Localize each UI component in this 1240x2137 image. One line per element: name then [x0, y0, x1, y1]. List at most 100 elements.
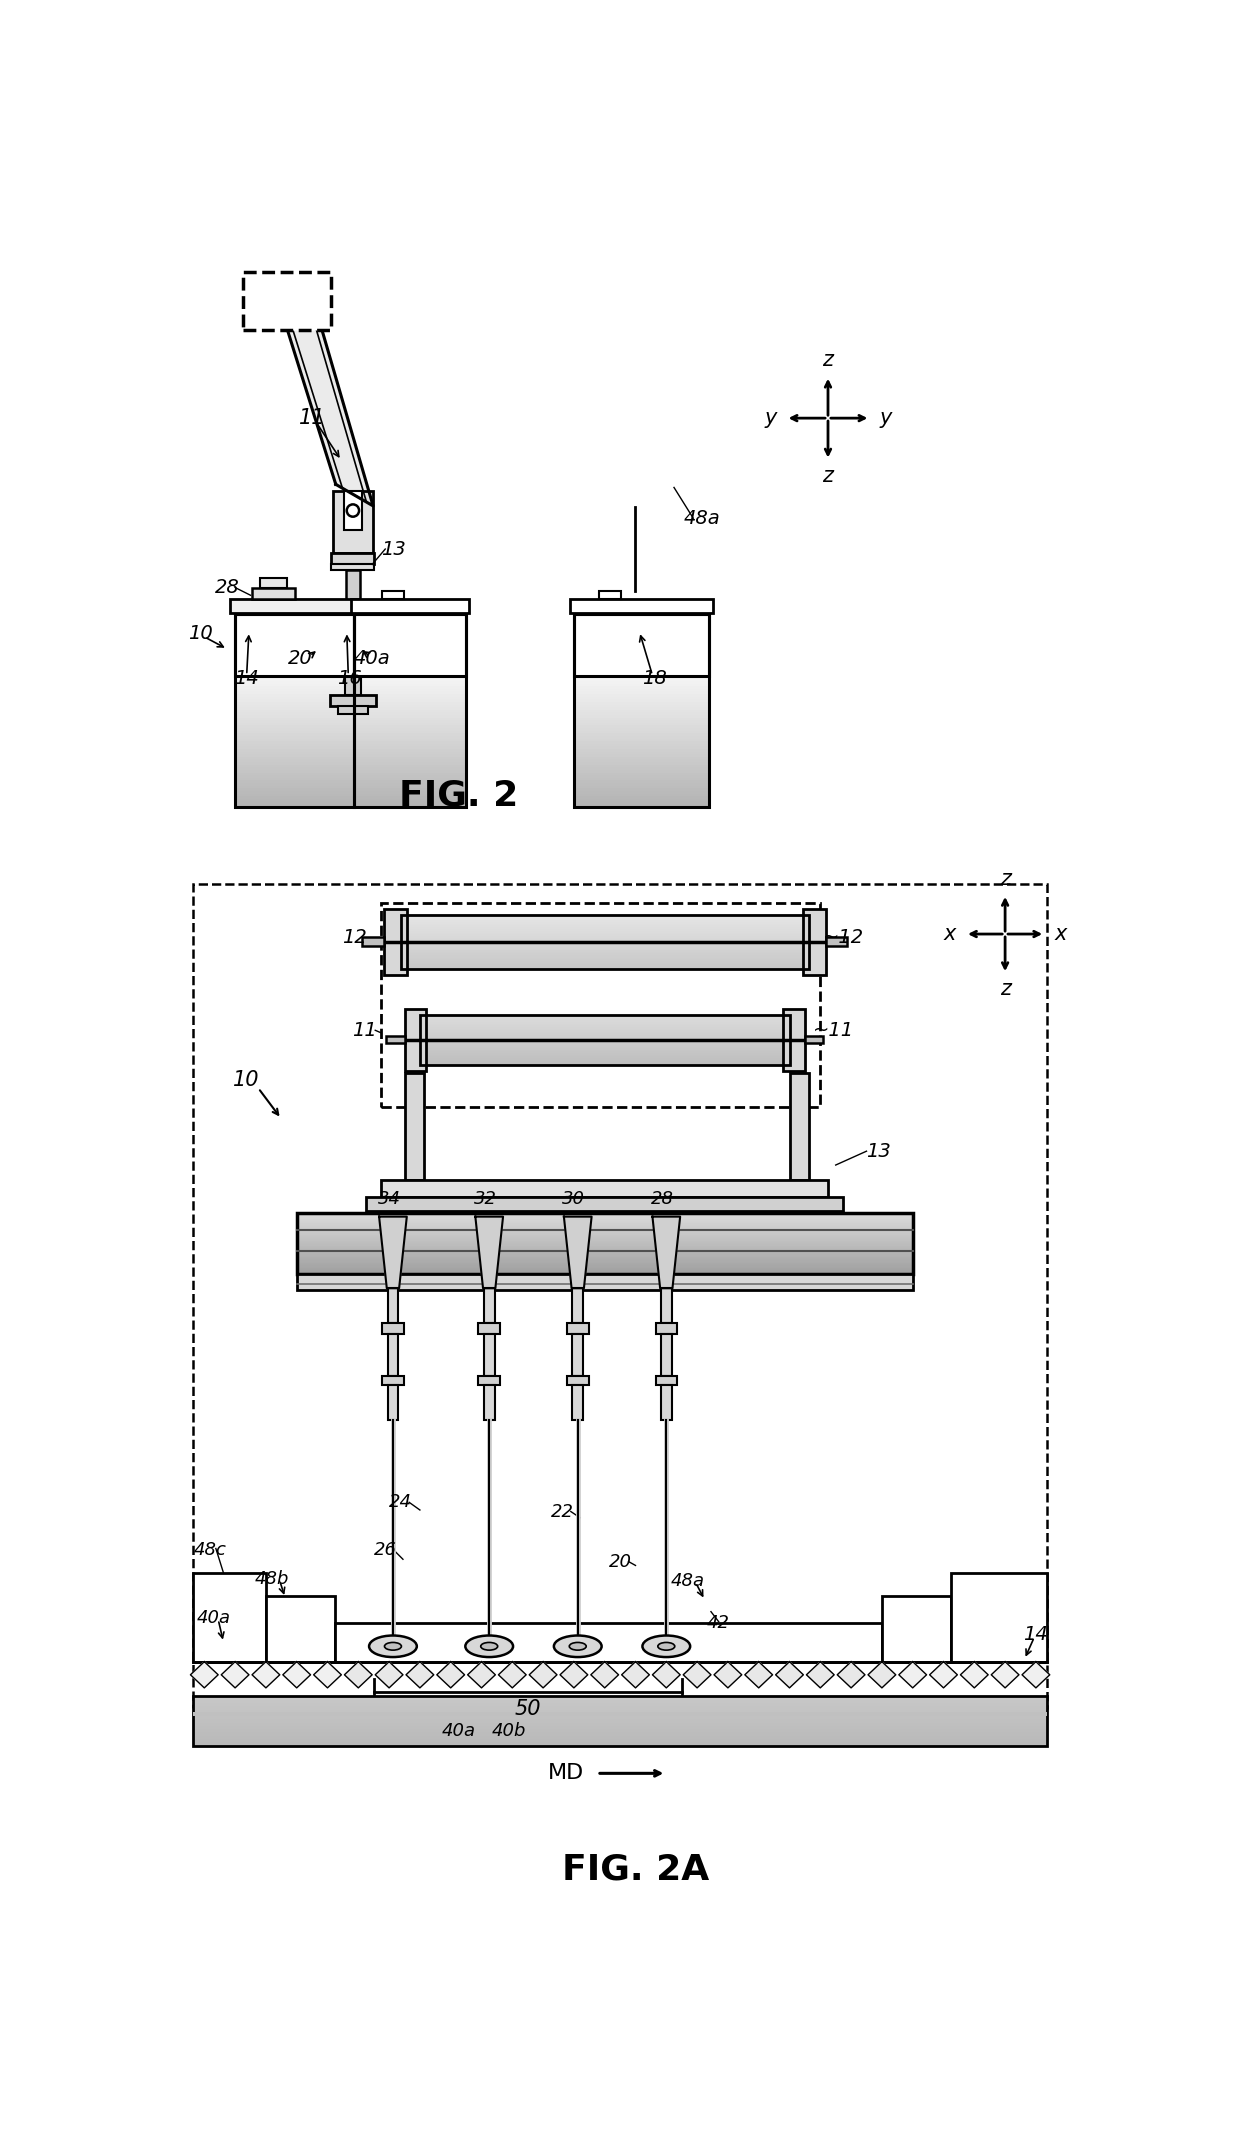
- Bar: [236, 748, 355, 752]
- Bar: [355, 677, 466, 682]
- Text: 10: 10: [233, 1071, 260, 1090]
- Text: ~11: ~11: [813, 1021, 854, 1041]
- Bar: [574, 742, 708, 744]
- Text: 28: 28: [651, 1190, 675, 1207]
- Bar: [236, 759, 355, 763]
- Bar: [236, 797, 355, 799]
- Text: 10: 10: [188, 624, 213, 643]
- Bar: [570, 598, 713, 613]
- Bar: [296, 1214, 913, 1274]
- Bar: [236, 767, 355, 769]
- Bar: [574, 780, 708, 784]
- Bar: [236, 746, 355, 750]
- Bar: [236, 724, 355, 729]
- Bar: [574, 769, 708, 774]
- Ellipse shape: [569, 1643, 587, 1650]
- Bar: [382, 1180, 828, 1197]
- Text: 40a: 40a: [353, 650, 391, 669]
- Bar: [236, 778, 355, 780]
- Polygon shape: [776, 1663, 804, 1688]
- Bar: [236, 692, 355, 695]
- Bar: [355, 686, 466, 688]
- Bar: [355, 791, 466, 795]
- Text: 13: 13: [866, 1141, 890, 1160]
- Bar: [661, 1385, 672, 1419]
- Polygon shape: [252, 1663, 280, 1688]
- Bar: [382, 1323, 404, 1333]
- Bar: [265, 1596, 335, 1663]
- Polygon shape: [683, 1663, 711, 1688]
- Bar: [355, 744, 466, 746]
- Bar: [355, 804, 466, 808]
- Bar: [574, 786, 708, 789]
- Circle shape: [347, 504, 360, 517]
- Polygon shape: [564, 1216, 591, 1289]
- Bar: [331, 648, 374, 665]
- Bar: [355, 712, 466, 716]
- Bar: [355, 793, 466, 797]
- Bar: [192, 1697, 1048, 1746]
- Polygon shape: [652, 1663, 681, 1688]
- Bar: [236, 707, 355, 709]
- Bar: [236, 615, 355, 675]
- Polygon shape: [1022, 1663, 1050, 1688]
- Bar: [355, 759, 466, 763]
- Polygon shape: [961, 1663, 988, 1688]
- Polygon shape: [560, 1663, 588, 1688]
- Bar: [574, 707, 708, 709]
- Bar: [355, 735, 466, 739]
- Bar: [574, 697, 708, 699]
- Bar: [574, 782, 708, 786]
- Bar: [574, 695, 708, 697]
- Bar: [574, 729, 708, 731]
- Text: 40b: 40b: [491, 1722, 526, 1740]
- Text: y: y: [879, 408, 892, 427]
- Bar: [574, 705, 708, 707]
- Bar: [355, 797, 466, 799]
- Bar: [661, 1289, 672, 1323]
- Text: 14: 14: [1023, 1626, 1048, 1643]
- Ellipse shape: [554, 1635, 601, 1656]
- Bar: [355, 733, 466, 737]
- Bar: [236, 615, 355, 808]
- Text: z: z: [999, 979, 1011, 1000]
- Bar: [355, 731, 466, 733]
- Bar: [802, 908, 826, 974]
- Bar: [236, 718, 355, 720]
- Bar: [574, 718, 708, 720]
- Bar: [355, 786, 466, 789]
- Bar: [574, 716, 708, 718]
- Bar: [574, 756, 708, 761]
- Polygon shape: [991, 1663, 1019, 1688]
- Bar: [355, 780, 466, 784]
- Bar: [574, 804, 708, 808]
- Bar: [336, 609, 370, 618]
- Bar: [484, 1333, 495, 1376]
- Bar: [236, 791, 355, 795]
- Text: 11: 11: [352, 1021, 377, 1041]
- Bar: [574, 791, 708, 795]
- Bar: [252, 588, 295, 598]
- Bar: [236, 786, 355, 789]
- Bar: [574, 712, 708, 716]
- Bar: [355, 705, 466, 707]
- Text: 48b: 48b: [255, 1571, 289, 1588]
- Bar: [355, 722, 466, 727]
- Text: 26: 26: [373, 1541, 397, 1560]
- Polygon shape: [467, 1663, 495, 1688]
- Bar: [236, 675, 355, 680]
- Polygon shape: [652, 1216, 681, 1289]
- Polygon shape: [436, 1663, 465, 1688]
- Bar: [332, 492, 373, 553]
- Bar: [296, 1274, 913, 1291]
- Bar: [574, 615, 708, 808]
- Bar: [346, 571, 360, 600]
- Bar: [236, 744, 355, 746]
- Bar: [574, 739, 708, 742]
- Text: 48a: 48a: [683, 509, 720, 528]
- Bar: [355, 765, 466, 767]
- Bar: [567, 1323, 589, 1333]
- Text: 24: 24: [389, 1494, 412, 1511]
- Text: 12: 12: [342, 927, 367, 947]
- Bar: [574, 752, 708, 754]
